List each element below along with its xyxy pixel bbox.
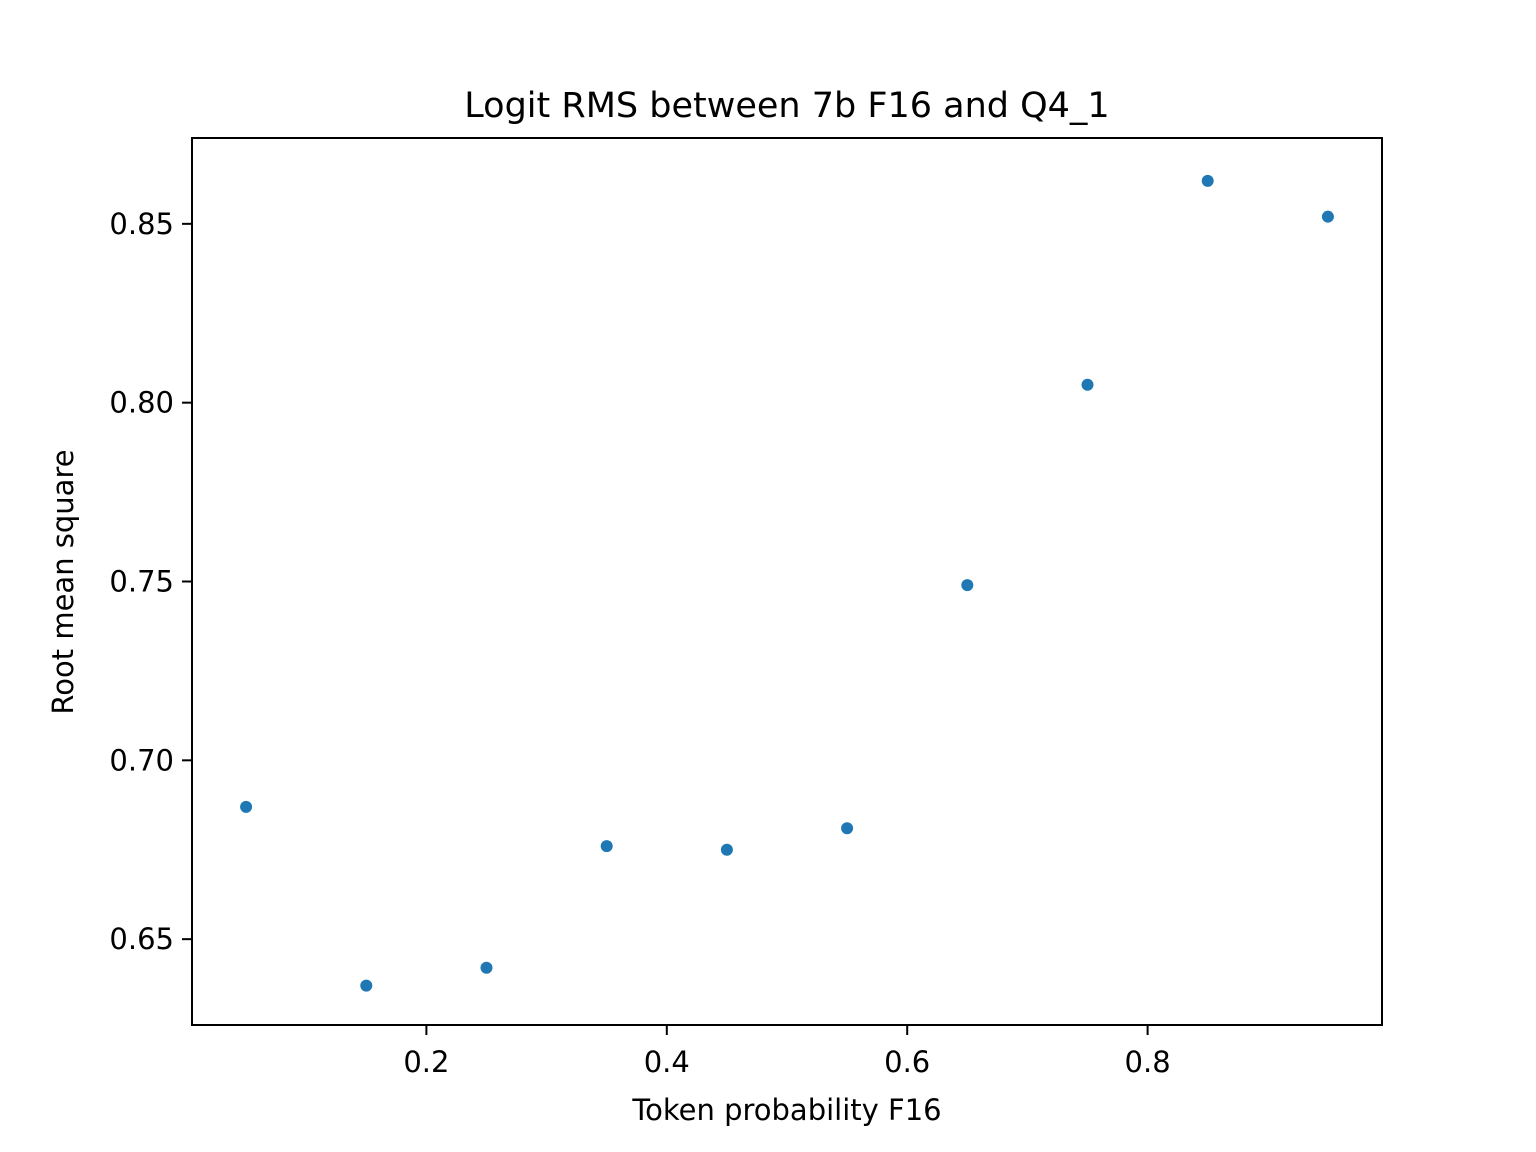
x-tick-label: 0.2 — [403, 1045, 449, 1079]
x-tick-label: 0.8 — [1125, 1045, 1171, 1079]
y-tick-label: 0.65 — [109, 922, 174, 956]
y-tick-label: 0.85 — [109, 207, 174, 241]
y-tick-label: 0.80 — [109, 386, 174, 420]
x-axis: 0.2 0.4 0.6 0.8 — [403, 1025, 1171, 1079]
scatter-point — [600, 840, 613, 853]
scatter-point — [841, 822, 854, 835]
x-axis-label: Token probability F16 — [631, 1093, 941, 1127]
y-axis-label: Root mean square — [46, 449, 80, 714]
x-tick-label: 0.4 — [644, 1045, 690, 1079]
scatter-point — [360, 979, 373, 992]
scatter-point — [240, 800, 253, 813]
scatter-point — [961, 579, 974, 592]
scatter-point — [1081, 378, 1094, 391]
chart-title: Logit RMS between 7b F16 and Q4_1 — [464, 86, 1109, 126]
scatter-point — [720, 843, 733, 856]
scatter-point — [480, 961, 493, 974]
y-tick-label: 0.70 — [109, 743, 174, 777]
y-axis: 0.65 0.70 0.75 0.80 0.85 — [109, 207, 192, 956]
scatter-point — [1321, 210, 1334, 223]
x-tick-label: 0.6 — [884, 1045, 930, 1079]
scatter-point — [1201, 174, 1214, 187]
scatter-points — [240, 174, 1334, 992]
y-tick-label: 0.75 — [109, 565, 174, 599]
